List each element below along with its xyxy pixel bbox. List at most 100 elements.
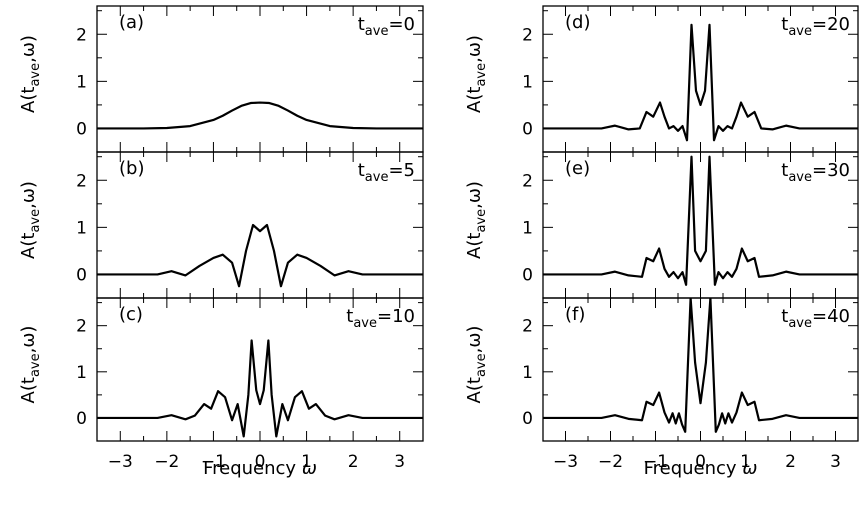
panel-c-spectral-line [97,339,423,438]
time-label-value: =0 [388,14,415,35]
time-label-subscript: ave [788,316,812,331]
y-axis-title-subscript: ave [28,353,43,377]
panel-b-letter: (b) [119,158,144,179]
time-label-t: t [781,160,788,181]
panel-e-time-label: tave=30 [781,160,850,185]
panel-e-y-tick-label: 1 [522,218,533,238]
panel-a-time-label: tave=0 [358,14,415,39]
panel-c-x-axis-title: Frequency ω [203,458,317,479]
panel-a-y-axis-title: A(tave,ω) [18,35,43,113]
y-axis-title-prefix: A(t [18,377,39,403]
panel-f-x-tick-label: −2 [598,452,623,472]
panel-c-x-tick-label: 2 [348,452,359,472]
panel-b-y-tick-label: 1 [76,218,87,238]
panel-f-spectral-line [543,298,858,433]
panel-f-y-tick-label: 2 [522,317,533,337]
y-axis-title-subscript: ave [28,209,43,233]
x-axis-title-text: Frequency [644,458,743,479]
panel-b-y-tick-label: 0 [76,265,87,285]
panel-f-time-label: tave=40 [781,306,850,331]
panel-c-y-axis-title: A(tave,ω) [18,326,43,404]
time-label-value: =20 [812,14,850,35]
time-label-value: =10 [377,306,415,327]
y-axis-title-subscript: ave [28,63,43,87]
panel-f-x-tick-label: 1 [740,452,751,472]
panel-b-time-label: tave=5 [358,160,415,185]
panel-c-letter: (c) [119,304,143,325]
panel-a-y-tick-label: 1 [76,72,87,92]
time-label-subscript: ave [365,24,389,39]
panel-f-y-tick-label: 0 [522,409,533,429]
panel-f-y-axis-title: A(tave,ω) [464,326,489,404]
y-axis-title-prefix: A(t [464,87,485,113]
panel-f-x-tick-label: −3 [553,452,578,472]
time-label-subscript: ave [788,24,812,39]
panel-e-letter: (e) [565,158,590,179]
y-axis-title-suffix: ,ω) [464,326,485,354]
panel-f-x-tick-label: 0 [695,452,706,472]
time-label-value: =5 [388,160,415,181]
time-label-t: t [346,306,353,327]
panel-e-y-axis-title: A(tave,ω) [464,181,489,259]
panel-c-x-tick-label: 0 [255,452,266,472]
panel-c-x-tick-label: 3 [394,452,405,472]
panel-c-y-tick-label: 2 [76,317,87,337]
y-axis-title-suffix: ,ω) [18,35,39,63]
panel-c-y-tick-label: 0 [76,409,87,429]
panel-d-y-tick-label: 0 [522,119,533,139]
time-label-t: t [781,306,788,327]
panel-b-y-tick-label: 2 [76,171,87,191]
x-axis-title-symbol: ω [302,458,317,479]
panel-c-time-label: tave=10 [346,306,415,331]
panel-d-time-label: tave=20 [781,14,850,39]
y-axis-title-prefix: A(t [18,87,39,113]
time-label-t: t [781,14,788,35]
time-label-value: =40 [812,306,850,327]
panel-a-y-tick-label: 0 [76,119,87,139]
panel-a-letter: (a) [119,12,144,33]
y-axis-title-prefix: A(t [464,377,485,403]
panel-e-y-tick-label: 2 [522,171,533,191]
panel-f-x-tick-label: 2 [785,452,796,472]
panel-a-spectral-line [97,101,423,130]
time-label-subscript: ave [353,316,377,331]
panel-f-letter: (f) [565,304,585,325]
panel-f-x-axis-title: Frequency ω [644,458,758,479]
y-axis-title-suffix: ,ω) [18,326,39,354]
panel-d-y-tick-label: 2 [522,25,533,45]
x-axis-title-symbol: ω [742,458,757,479]
panel-f-x-tick-label: −1 [643,452,668,472]
y-axis-title-prefix: A(t [18,233,39,259]
y-axis-title-subscript: ave [474,353,489,377]
panel-d-y-axis-title: A(tave,ω) [464,35,489,113]
y-axis-title-prefix: A(t [464,233,485,259]
time-label-t: t [358,160,365,181]
panel-c-y-tick-label: 1 [76,363,87,383]
panel-d-y-tick-label: 1 [522,72,533,92]
y-axis-title-subscript: ave [474,63,489,87]
time-label-subscript: ave [788,170,812,185]
panel-a-y-tick-label: 2 [76,25,87,45]
panel-b-y-axis-title: A(tave,ω) [18,181,43,259]
y-axis-title-suffix: ,ω) [464,35,485,63]
panel-b-spectral-line [97,223,423,288]
y-axis-title-suffix: ,ω) [464,181,485,209]
panel-c-x-tick-label: −3 [108,452,133,472]
y-axis-title-suffix: ,ω) [18,181,39,209]
time-label-t: t [358,14,365,35]
panel-d-spectral-line [543,23,858,142]
panel-d-letter: (d) [565,12,590,33]
panel-c-x-tick-label: 1 [301,452,312,472]
panel-e-y-tick-label: 0 [522,265,533,285]
panel-f-x-tick-label: 3 [830,452,841,472]
x-axis-title-text: Frequency [203,458,302,479]
time-label-value: =30 [812,160,850,181]
time-label-subscript: ave [365,170,389,185]
panel-c-x-tick-label: −1 [201,452,226,472]
